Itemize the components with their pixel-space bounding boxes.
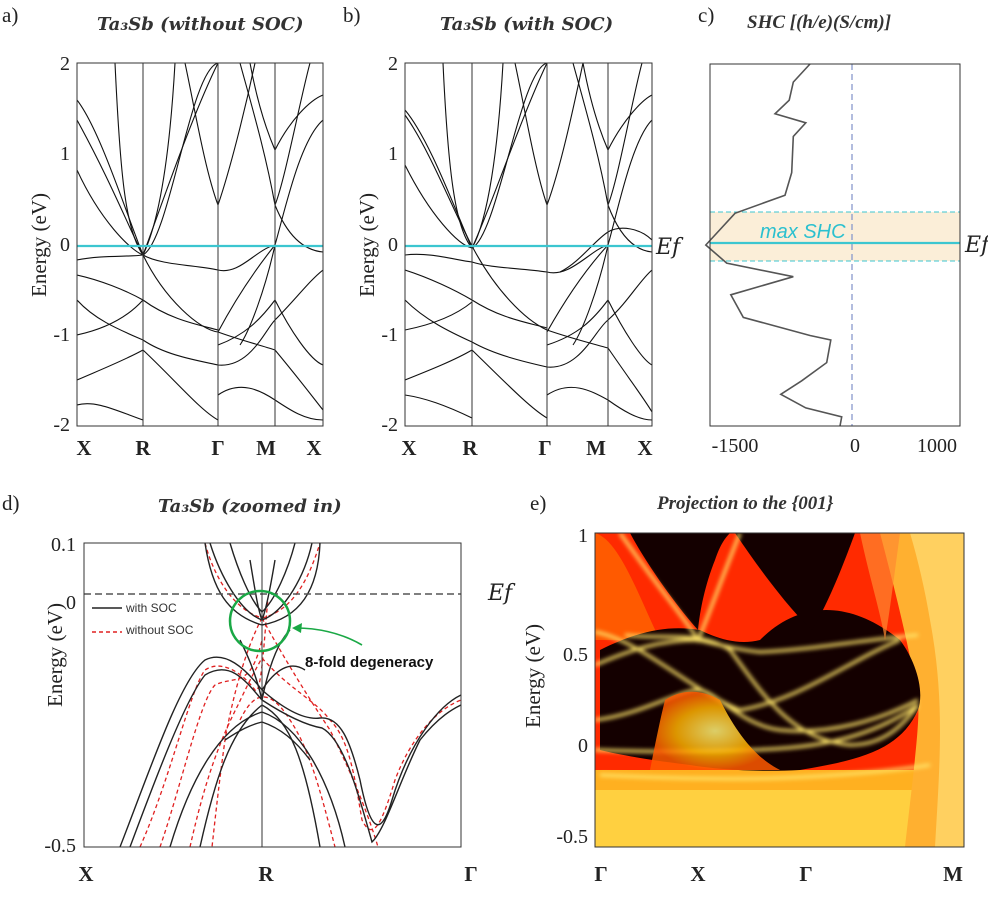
y-tick-label: 0 — [60, 234, 70, 256]
shc-curve — [704, 63, 843, 427]
panel-b-kpoints: X R Γ M X — [401, 436, 652, 460]
y-tick-label: -0.5 — [556, 826, 588, 848]
panel-e-frame — [594, 532, 965, 848]
panel-d-frame — [83, 542, 462, 848]
y-tick-label: 0.5 — [563, 644, 588, 666]
panel-b-title: Ta₃Sb (with SOC) — [440, 14, 613, 35]
surface-spectrum-heatmap — [595, 533, 964, 847]
panel-d-bands — [119, 543, 461, 847]
panel-a-letter: a) — [2, 3, 18, 27]
kpoint-label: X — [306, 436, 321, 460]
panel-c-frame — [709, 63, 961, 427]
with-soc-bands — [119, 543, 461, 847]
y-tick-label: -2 — [381, 414, 398, 436]
panel-a: a) Ta₃Sb (without SOC) Energy (eV) 2 1 0… — [2, 3, 324, 460]
y-tick-label: 2 — [388, 53, 398, 75]
panel-e-yticks: 1 0.5 0 -0.5 — [556, 525, 588, 848]
fermi-level-label: Ef — [487, 581, 516, 606]
panel-c-letter: c) — [698, 3, 714, 27]
kpoint-label: R — [258, 862, 274, 886]
y-tick-label: -1 — [381, 324, 398, 346]
degeneracy-arrow — [295, 627, 363, 646]
kpoint-label: Γ — [594, 862, 607, 886]
kpoint-label: Γ — [799, 862, 812, 886]
panel-e-ylabel: Energy (eV) — [521, 624, 545, 728]
kpoint-label: Γ — [538, 436, 551, 460]
fermi-level-label: Ef — [964, 233, 988, 258]
panel-d-letter: d) — [2, 491, 20, 515]
y-tick-label: 0 — [578, 735, 588, 757]
kpoint-label: X — [637, 436, 652, 460]
y-tick-label: 0 — [388, 234, 398, 256]
panel-c: c) SHC [(h/e)(S/cm)] max SHC Ef -1500 0 … — [698, 3, 988, 457]
y-tick-label: -0.5 — [44, 835, 76, 857]
panel-e-letter: e) — [530, 491, 546, 515]
max-shc-band — [710, 212, 960, 261]
kpoint-label: Γ — [464, 862, 477, 886]
panel-b-ylabel: Energy (eV) — [355, 193, 379, 297]
arrow-head-icon — [292, 623, 302, 633]
panel-b-letter: b) — [343, 3, 361, 27]
y-tick-label: -2 — [53, 414, 70, 436]
y-tick-label: 1 — [578, 525, 588, 547]
degeneracy-label: 8-fold degeneracy — [305, 654, 434, 671]
panel-e-kpoints: Γ X Γ M — [594, 862, 963, 886]
panel-b-yticks: 2 1 0 -1 -2 — [381, 53, 398, 436]
x-tick-label: 0 — [850, 435, 860, 457]
kpoint-label: M — [943, 862, 963, 886]
y-tick-label: 0.1 — [51, 534, 76, 556]
kpoint-label: X — [690, 862, 705, 886]
panel-c-title: SHC [(h/e)(S/cm)] — [747, 12, 891, 33]
panel-e-title: Projection to the {001} — [656, 493, 834, 514]
panel-a-bands — [77, 63, 323, 421]
panel-e: e) Projection to the {001} Energy (eV) 1… — [521, 491, 965, 886]
degeneracy-circle — [228, 589, 292, 653]
kpoint-label: M — [586, 436, 606, 460]
y-tick-label: 0 — [66, 592, 76, 614]
panel-a-frame — [76, 62, 324, 427]
kpoint-label: Γ — [211, 436, 224, 460]
panel-a-ylabel: Energy (eV) — [27, 193, 51, 297]
panel-b-bands — [405, 63, 652, 421]
y-tick-label: 2 — [60, 53, 70, 75]
fermi-level-label: Ef — [655, 235, 684, 260]
panel-d-kpoints: X R Γ — [78, 862, 477, 886]
panel-d-ylabel: Energy (eV) — [43, 603, 67, 707]
legend: with SOC without SOC — [92, 601, 194, 637]
panel-a-title: Ta₃Sb (without SOC) — [97, 14, 304, 35]
without-soc-bands — [139, 543, 461, 847]
legend-label: without SOC — [125, 623, 194, 637]
y-tick-label: 1 — [388, 143, 398, 165]
kpoint-label: X — [401, 436, 416, 460]
panel-d-title: Ta₃Sb (zoomed in) — [158, 496, 342, 517]
x-tick-label: 1000 — [917, 435, 957, 457]
panel-d: d) Ta₃Sb (zoomed in) Energy (eV) 0.1 0 -… — [2, 491, 516, 886]
panel-c-xticks: -1500 0 1000 — [712, 435, 957, 457]
panel-b-frame — [404, 62, 653, 427]
max-shc-label: max SHC — [760, 221, 846, 243]
y-tick-label: -1 — [53, 324, 70, 346]
panel-a-yticks: 2 1 0 -1 -2 — [53, 53, 70, 436]
y-tick-label: 1 — [60, 143, 70, 165]
legend-label: with SOC — [125, 601, 177, 615]
panel-d-yticks: 0.1 0 -0.5 — [44, 534, 76, 857]
kpoint-label: X — [76, 436, 91, 460]
x-tick-label: -1500 — [712, 435, 759, 457]
panel-a-kpoints: X R Γ M X — [76, 436, 321, 460]
kpoint-label: R — [135, 436, 151, 460]
panel-b: b) Ta₃Sb (with SOC) Energy (eV) 2 1 0 -1… — [343, 3, 684, 460]
kpoint-label: X — [78, 862, 93, 886]
kpoint-label: R — [462, 436, 478, 460]
kpoint-label: M — [256, 436, 276, 460]
